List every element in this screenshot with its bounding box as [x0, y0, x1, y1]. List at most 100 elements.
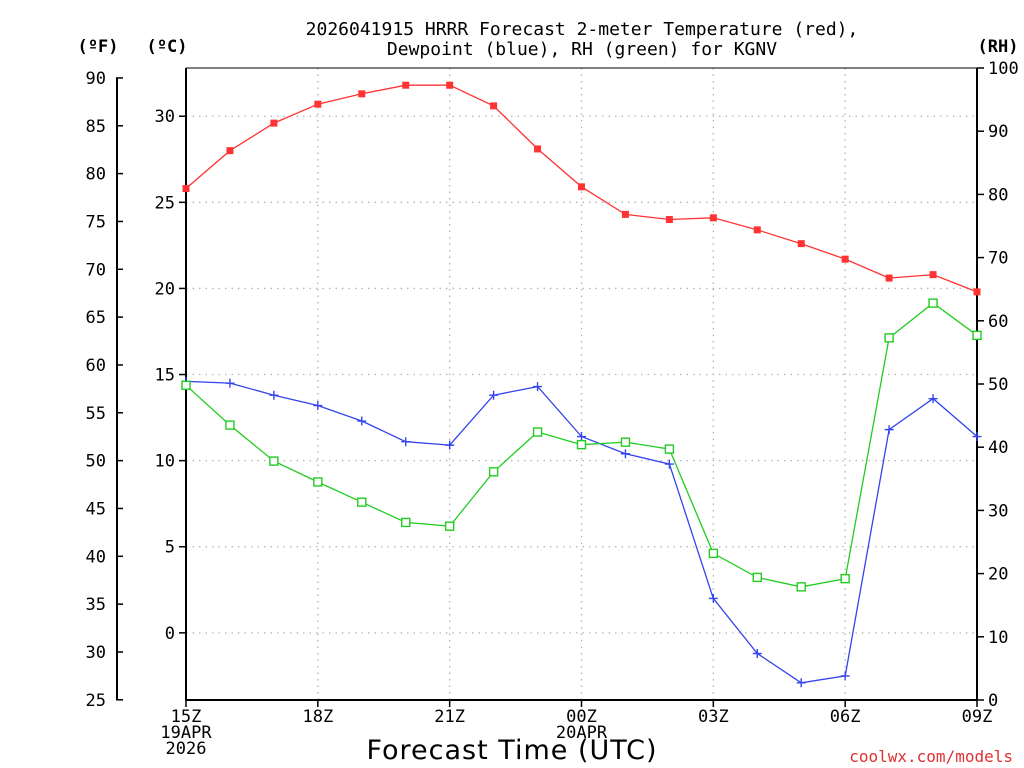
2-meter-temperature-point — [358, 90, 366, 98]
celsius-tick-label: 0 — [165, 624, 175, 644]
relative-humidity-point — [796, 582, 806, 592]
relative-humidity-point — [532, 427, 543, 437]
dewpoint-point — [884, 425, 894, 435]
relative-humidity-point — [225, 420, 235, 430]
time-tick-label: 03Z — [698, 707, 729, 727]
celsius-tick-label: 10 — [155, 452, 175, 472]
fahrenheit-tick-label: 25 — [86, 691, 106, 711]
fahrenheit-tick-label: 35 — [86, 595, 106, 615]
rh-tick-label: 20 — [988, 565, 1008, 585]
dewpoint-point — [313, 401, 323, 411]
time-tick-label: 15Z — [171, 707, 202, 727]
dewpoint-point — [664, 459, 674, 469]
series-layer — [181, 81, 982, 688]
relative-humidity-point — [752, 572, 762, 583]
time-tick-label: 00Z — [566, 707, 597, 727]
relative-humidity-point — [840, 573, 850, 584]
axes-layer: 25 30 35 40 45 50 55 60 65 70 75 80 85 90 0 5 10 15 20 25 30… — [86, 59, 1019, 759]
2-meter-temperature-point — [182, 185, 190, 193]
celsius-tick-label: 25 — [155, 193, 175, 213]
chart-title: 2026041915 HRRR Forecast 2-meter Tempera… — [306, 19, 859, 60]
dewpoint-point — [401, 437, 411, 447]
rh-tick-label: 40 — [988, 438, 1008, 458]
chart-title-line-1: 2026041915 HRRR Forecast 2-meter Tempera… — [306, 19, 859, 40]
time-tick-date-label: 19APR — [160, 723, 212, 743]
relative-humidity-point — [576, 439, 587, 450]
fahrenheit-tick-label: 30 — [86, 643, 106, 663]
rh-tick-label: 100 — [988, 59, 1019, 79]
dewpoint-point — [708, 593, 718, 603]
fahrenheit-tick-label: 65 — [86, 308, 106, 328]
dewpoint-point — [489, 390, 499, 400]
2-meter-temperature-point — [885, 274, 893, 282]
relative-humidity-point — [620, 437, 631, 447]
2-meter-temperature-point — [621, 210, 629, 218]
fahrenheit-tick-label: 70 — [86, 260, 106, 280]
time-tick-date-label: 20APR — [556, 723, 608, 743]
dewpoint-point — [225, 378, 235, 388]
2-meter-temperature-point — [226, 147, 234, 155]
rh-tick-label: 30 — [988, 501, 1008, 521]
dewpoint-point — [840, 671, 850, 681]
time-tick-label: 06Z — [830, 707, 861, 727]
time-tick-label: 09Z — [962, 707, 993, 727]
dewpoint-point — [533, 382, 543, 392]
2-meter-temperature-point — [665, 216, 673, 224]
celsius-unit-label: (ºC) — [147, 37, 188, 57]
relative-humidity-point — [401, 517, 411, 528]
rh-tick-label: 70 — [988, 249, 1008, 269]
dewpoint-point — [752, 649, 762, 659]
celsius-tick-label: 5 — [165, 538, 175, 558]
fahrenheit-tick-label: 45 — [86, 499, 106, 519]
fahrenheit-tick-label: 60 — [86, 356, 106, 376]
dewpoint-point — [972, 432, 982, 442]
dewpoint-point — [445, 440, 455, 450]
dewpoint-point — [796, 678, 806, 688]
2-meter-temperature-point — [973, 288, 981, 296]
2-meter-temperature-point — [402, 81, 410, 89]
fahrenheit-tick-label: 80 — [86, 165, 106, 185]
fahrenheit-unit-label: (ºF) — [78, 37, 119, 57]
2-meter-temperature-point — [753, 226, 761, 234]
dewpoint-point — [928, 394, 938, 404]
celsius-tick-label: 20 — [155, 279, 175, 299]
relative-humidity-point — [708, 548, 719, 559]
relative-humidity-point — [313, 477, 323, 487]
dewpoint-point — [577, 432, 586, 442]
2-meter-temperature-point — [534, 145, 542, 153]
fahrenheit-tick-label: 40 — [86, 547, 106, 567]
fahrenheit-tick-label: 75 — [86, 212, 106, 232]
rh-tick-label: 50 — [988, 375, 1008, 395]
relative-humidity-point — [181, 380, 191, 390]
2-meter-temperature-point — [929, 271, 937, 279]
fahrenheit-tick-label: 50 — [86, 452, 106, 472]
time-tick-label: 18Z — [302, 707, 333, 727]
rh-tick-label: 0 — [988, 691, 998, 711]
relative-humidity-point — [884, 333, 894, 343]
2-meter-temperature-point — [797, 240, 805, 248]
celsius-tick-label: 30 — [155, 107, 175, 127]
2-meter-temperature-point — [578, 183, 585, 191]
relative-humidity-point — [269, 456, 279, 466]
relative-humidity-point — [488, 467, 499, 477]
relative-humidity-point — [664, 444, 675, 454]
rh-tick-label: 80 — [988, 185, 1008, 205]
2-meter-temperature-point — [446, 81, 454, 89]
fahrenheit-tick-label: 55 — [86, 404, 106, 424]
rh-tick-label: 90 — [988, 122, 1008, 142]
x-axis-title: Forecast Time (UTC) — [366, 735, 657, 766]
2-meter-temperature-point — [314, 100, 322, 108]
dewpoint-point — [357, 416, 367, 426]
time-tick-label: 21Z — [434, 707, 465, 727]
2-meter-temperature-point — [490, 102, 498, 110]
relative-humidity-point — [357, 497, 367, 507]
2-meter-temperature-point — [709, 214, 717, 222]
2-meter-temperature-point — [841, 255, 849, 263]
relative-humidity-point — [972, 330, 982, 341]
dewpoint-point — [269, 390, 279, 400]
credit-label: coolwx.com/models — [849, 747, 1013, 766]
rh-unit-label: (RH) — [978, 37, 1019, 57]
fahrenheit-tick-label: 85 — [86, 117, 106, 137]
relative-humidity-point — [928, 298, 938, 308]
